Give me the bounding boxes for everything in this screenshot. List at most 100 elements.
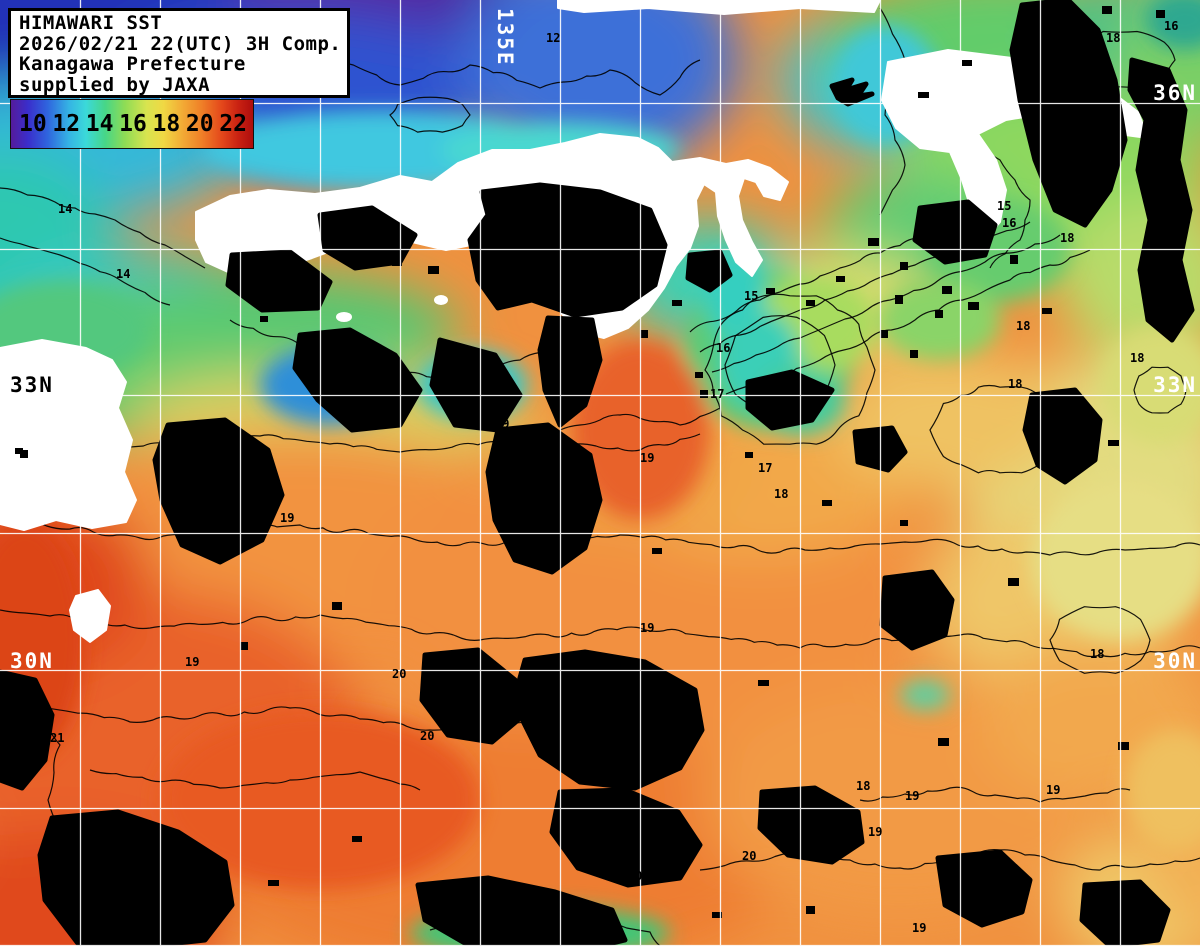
colorbar-tick: 18 bbox=[152, 111, 181, 137]
land-north-coast-strip bbox=[557, 0, 881, 15]
cloud-speckle bbox=[918, 92, 929, 98]
lon-label-top: 135E bbox=[493, 8, 517, 67]
land-shikoku bbox=[0, 339, 137, 531]
cloud-speckle bbox=[836, 276, 845, 282]
cloud-speckle bbox=[428, 266, 439, 274]
contour-label: 19 bbox=[905, 789, 919, 803]
contour-label: 20 bbox=[742, 849, 756, 863]
cloud-speckle bbox=[806, 300, 815, 306]
contour-label: 19 bbox=[640, 621, 654, 635]
cloud-speckle bbox=[880, 330, 888, 338]
colorbar-tick: 20 bbox=[185, 111, 214, 137]
isotherm-contour bbox=[711, 234, 1061, 373]
contour-label: 19 bbox=[912, 921, 926, 935]
lat-label-left: 33N bbox=[10, 373, 54, 397]
cloud-speckle bbox=[1118, 742, 1129, 750]
contour-label: 17 bbox=[710, 387, 724, 401]
isotherm-contour bbox=[89, 769, 421, 791]
cloud-speckle bbox=[758, 680, 769, 686]
cloud-speckle bbox=[766, 288, 775, 294]
cloud-speckle bbox=[352, 836, 362, 842]
cloud-speckle bbox=[968, 302, 979, 310]
cloud-speckle bbox=[938, 738, 949, 746]
cloud-speckle bbox=[1010, 255, 1018, 264]
colorbar-gradient bbox=[11, 100, 253, 148]
title-product: HIMAWARI SST bbox=[19, 12, 163, 34]
isotherm-contour bbox=[879, 7, 906, 216]
isotherm-contour bbox=[329, 54, 701, 96]
contour-label: 20 bbox=[420, 729, 434, 743]
contour-label: 18 bbox=[774, 487, 788, 501]
cloud-speckle bbox=[672, 300, 682, 306]
cloud-speckle bbox=[640, 330, 648, 338]
contour-label: 18 bbox=[1106, 31, 1120, 45]
map-labels: 36N 33N 30N 33N 30N 135E bbox=[10, 8, 1197, 673]
title-region: Kanagawa Prefecture bbox=[19, 53, 246, 75]
lat-label-right: 33N bbox=[1153, 373, 1197, 397]
cloud-speckle bbox=[652, 548, 662, 554]
contour-label: 14 bbox=[58, 202, 72, 216]
contour-label: 19 bbox=[185, 655, 199, 669]
title-datetime: 2026/02/21 22(UTC) 3H Comp. bbox=[19, 32, 342, 55]
contour-label: 19 bbox=[280, 511, 294, 525]
contour-label: 18 bbox=[1090, 647, 1104, 661]
cloud-speckle bbox=[962, 60, 972, 66]
cloud-speckle bbox=[700, 390, 708, 398]
cloud-speckles bbox=[15, 6, 1165, 918]
lat-label-right: 30N bbox=[1153, 649, 1197, 673]
contour-label: 20 bbox=[392, 667, 406, 681]
title-credit: supplied by JAXA bbox=[19, 73, 211, 96]
cloud-speckle bbox=[895, 295, 903, 304]
cloud-speckle bbox=[745, 452, 753, 458]
contour-label: 12 bbox=[546, 31, 560, 45]
cloud-speckle bbox=[268, 880, 279, 886]
contour-label: 18 bbox=[1060, 231, 1074, 245]
cloud-speckle bbox=[1008, 578, 1019, 586]
contour-label: 20 bbox=[628, 869, 642, 883]
cloud-speckle bbox=[806, 906, 815, 914]
cloud-speckle bbox=[900, 262, 908, 270]
lat-label-right: 36N bbox=[1153, 81, 1197, 105]
contour-label: 19 bbox=[1046, 783, 1060, 797]
cloud-speckle bbox=[935, 310, 943, 318]
isotherm-contour bbox=[704, 293, 876, 445]
contour-label: 16 bbox=[716, 341, 730, 355]
contour-label: 16 bbox=[1002, 216, 1016, 230]
land-islet bbox=[722, 202, 740, 214]
contour-label: 16 bbox=[1164, 19, 1178, 33]
colorbar-tick: 22 bbox=[219, 111, 247, 137]
contour-label: 19 bbox=[868, 825, 882, 839]
contour-label: 15 bbox=[744, 289, 758, 303]
cloud-speckle bbox=[260, 316, 268, 322]
cloud-speckle bbox=[240, 642, 248, 650]
cloud-speckle bbox=[332, 602, 342, 610]
contour-label: 17 bbox=[758, 461, 772, 475]
cloud-speckle bbox=[900, 520, 908, 526]
land-islet bbox=[336, 312, 352, 322]
cloud-speckle bbox=[910, 350, 918, 358]
lat-label-left: 30N bbox=[10, 649, 54, 673]
colorbar-tick-row: 10 12 14 16 18 20 22 bbox=[19, 100, 247, 148]
colorbar-tick: 10 bbox=[19, 111, 47, 137]
colorbar-tick: 16 bbox=[119, 111, 147, 137]
cloud-speckle bbox=[695, 372, 703, 378]
cloud-speckle bbox=[15, 448, 23, 454]
cloud-speckle bbox=[352, 252, 362, 258]
colorbar: 10 12 14 16 18 20 22 bbox=[10, 99, 254, 149]
contour-label: 21 bbox=[50, 731, 64, 745]
isotherm-contour bbox=[0, 609, 1200, 658]
isotherm-contour bbox=[859, 786, 1131, 803]
contour-label: 18 bbox=[1130, 351, 1144, 365]
colorbar-tick: 14 bbox=[85, 111, 114, 137]
cloud-speckle bbox=[20, 450, 28, 458]
contour-label: 18 bbox=[1016, 319, 1030, 333]
contour-label: 18 bbox=[1008, 377, 1022, 391]
cloud-speckle bbox=[1042, 308, 1052, 314]
cloud-speckle bbox=[300, 300, 308, 306]
cloud-speckle bbox=[392, 258, 402, 266]
contour-label: 19 bbox=[640, 451, 654, 465]
contour-label: 19 bbox=[495, 417, 509, 431]
title-box: HIMAWARI SST 2026/02/21 22(UTC) 3H Comp.… bbox=[8, 8, 350, 98]
